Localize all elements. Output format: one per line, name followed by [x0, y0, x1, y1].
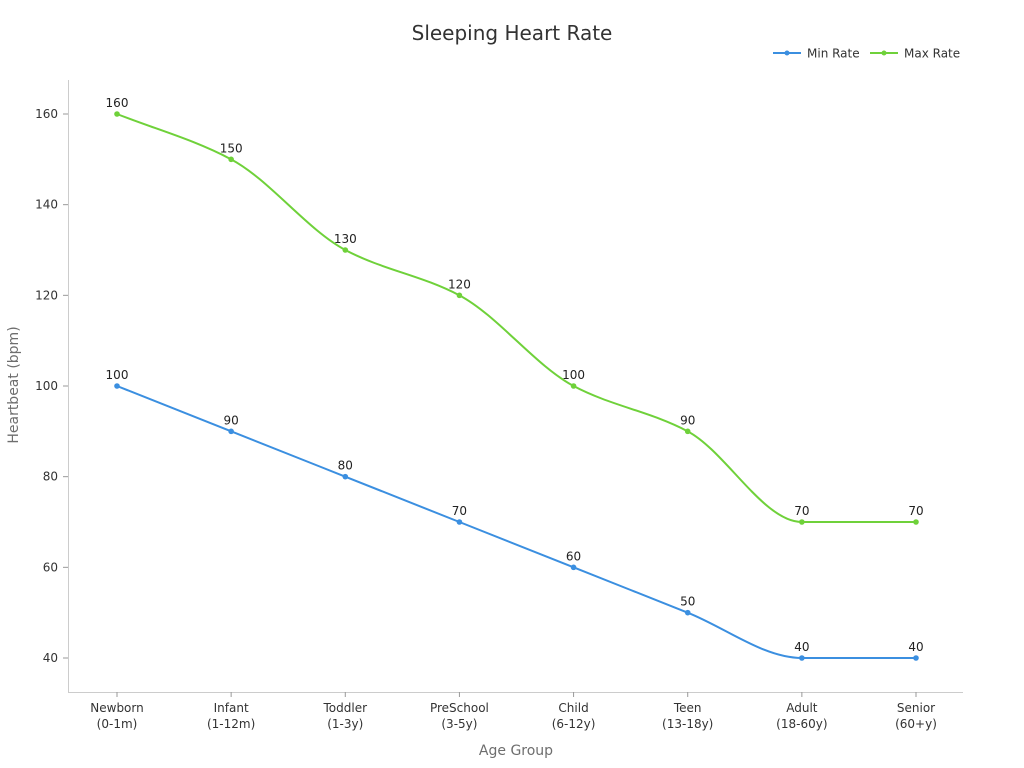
y-tick-label: 160	[35, 107, 58, 121]
x-axis-title: Age Group	[479, 743, 553, 759]
data-label-min-rate: 70	[452, 504, 467, 518]
y-tick-label: 80	[43, 470, 58, 484]
y-axis-title: Heartbeat (bpm)	[6, 326, 22, 443]
data-label-max-rate: 70	[794, 504, 809, 518]
legend-marker-min-rate	[784, 50, 790, 56]
x-tick-label: (60+y)	[895, 717, 937, 731]
x-tick-label: Adult	[786, 701, 818, 715]
x-tick-label: (1-3y)	[327, 717, 363, 731]
x-tick-label: PreSchool	[430, 701, 489, 715]
x-tick-label: (6-12y)	[552, 717, 596, 731]
x-tick-label: (0-1m)	[97, 717, 138, 731]
x-tick-label: Newborn	[90, 701, 143, 715]
y-tick-label: 60	[43, 560, 58, 574]
legend[interactable]: Min Rate Max Rate	[773, 47, 960, 61]
y-tick-label: 140	[35, 198, 58, 212]
legend-label-min-rate: Min Rate	[807, 47, 860, 61]
data-point-max-rate[interactable]	[228, 156, 234, 163]
x-tick-label: Toddler	[323, 701, 368, 715]
x-axis-ticks: Newborn (0-1m) Infant (1-12m) Toddler (1-3y) P…	[90, 692, 937, 731]
data-point-min-rate[interactable]	[342, 473, 349, 480]
x-tick-label: (18-60y)	[776, 717, 827, 731]
x-tick-label: (13-18y)	[662, 717, 713, 731]
data-point-min-rate[interactable]	[799, 655, 805, 661]
data-point-min-rate[interactable]	[913, 655, 919, 661]
data-point-max-rate[interactable]	[456, 292, 463, 299]
x-tick-label: Infant	[214, 701, 249, 715]
data-label-min-rate: 40	[908, 640, 923, 654]
data-point-min-rate[interactable]	[228, 428, 234, 435]
data-label-min-rate: 90	[224, 413, 239, 427]
data-label-max-rate: 100	[562, 368, 585, 382]
y-tick-label: 100	[35, 379, 58, 393]
data-point-max-rate[interactable]	[799, 519, 805, 525]
data-point-min-rate[interactable]	[684, 609, 691, 616]
legend-item-min-rate[interactable]: Min Rate	[773, 47, 860, 61]
x-tick-label: (3-5y)	[441, 717, 477, 731]
data-label-max-rate: 130	[334, 232, 357, 246]
data-label-min-rate: 60	[566, 549, 581, 563]
data-label-min-rate: 100	[106, 368, 129, 382]
data-label-max-rate: 70	[908, 504, 923, 518]
x-tick-label: Child	[558, 701, 588, 715]
data-point-max-rate[interactable]	[342, 247, 349, 253]
data-label-max-rate: 150	[220, 141, 243, 155]
x-tick-label: (1-12m)	[207, 717, 255, 731]
data-label-max-rate: 120	[448, 277, 471, 291]
chart-title: Sleeping Heart Rate	[412, 21, 613, 45]
data-point-max-rate[interactable]	[570, 383, 577, 389]
data-label-max-rate: 90	[680, 413, 695, 427]
data-point-max-rate[interactable]	[913, 519, 919, 525]
y-tick-label: 120	[35, 288, 58, 302]
legend-item-max-rate[interactable]: Max Rate	[870, 47, 960, 61]
series-line-min-rate	[116, 385, 916, 660]
data-label-min-rate: 80	[338, 459, 353, 473]
data-point-min-rate[interactable]	[570, 564, 577, 571]
data-point-max-rate[interactable]	[114, 111, 120, 117]
data-label-min-rate: 40	[794, 640, 809, 654]
series-min-rate: 100 90 80 70 60 50 40 40	[106, 368, 924, 661]
data-point-min-rate[interactable]	[456, 519, 463, 525]
x-tick-label: Teen	[673, 701, 702, 715]
data-label-min-rate: 50	[680, 595, 695, 609]
y-axis-ticks: 40 60 80 100 120 140 160	[35, 107, 68, 665]
x-tick-label: Senior	[897, 701, 935, 715]
data-point-min-rate[interactable]	[114, 383, 120, 389]
legend-label-max-rate: Max Rate	[904, 47, 960, 61]
data-point-max-rate[interactable]	[684, 428, 691, 435]
series-layer: 100 90 80 70 60 50 40 40 160 150 130 120 100 90 70 70	[106, 96, 924, 661]
data-label-max-rate: 160	[106, 96, 129, 110]
series-max-rate: 160 150 130 120 100 90 70 70	[106, 96, 924, 525]
y-tick-label: 40	[43, 651, 58, 665]
legend-marker-max-rate	[881, 50, 887, 56]
series-line-max-rate	[116, 113, 916, 523]
